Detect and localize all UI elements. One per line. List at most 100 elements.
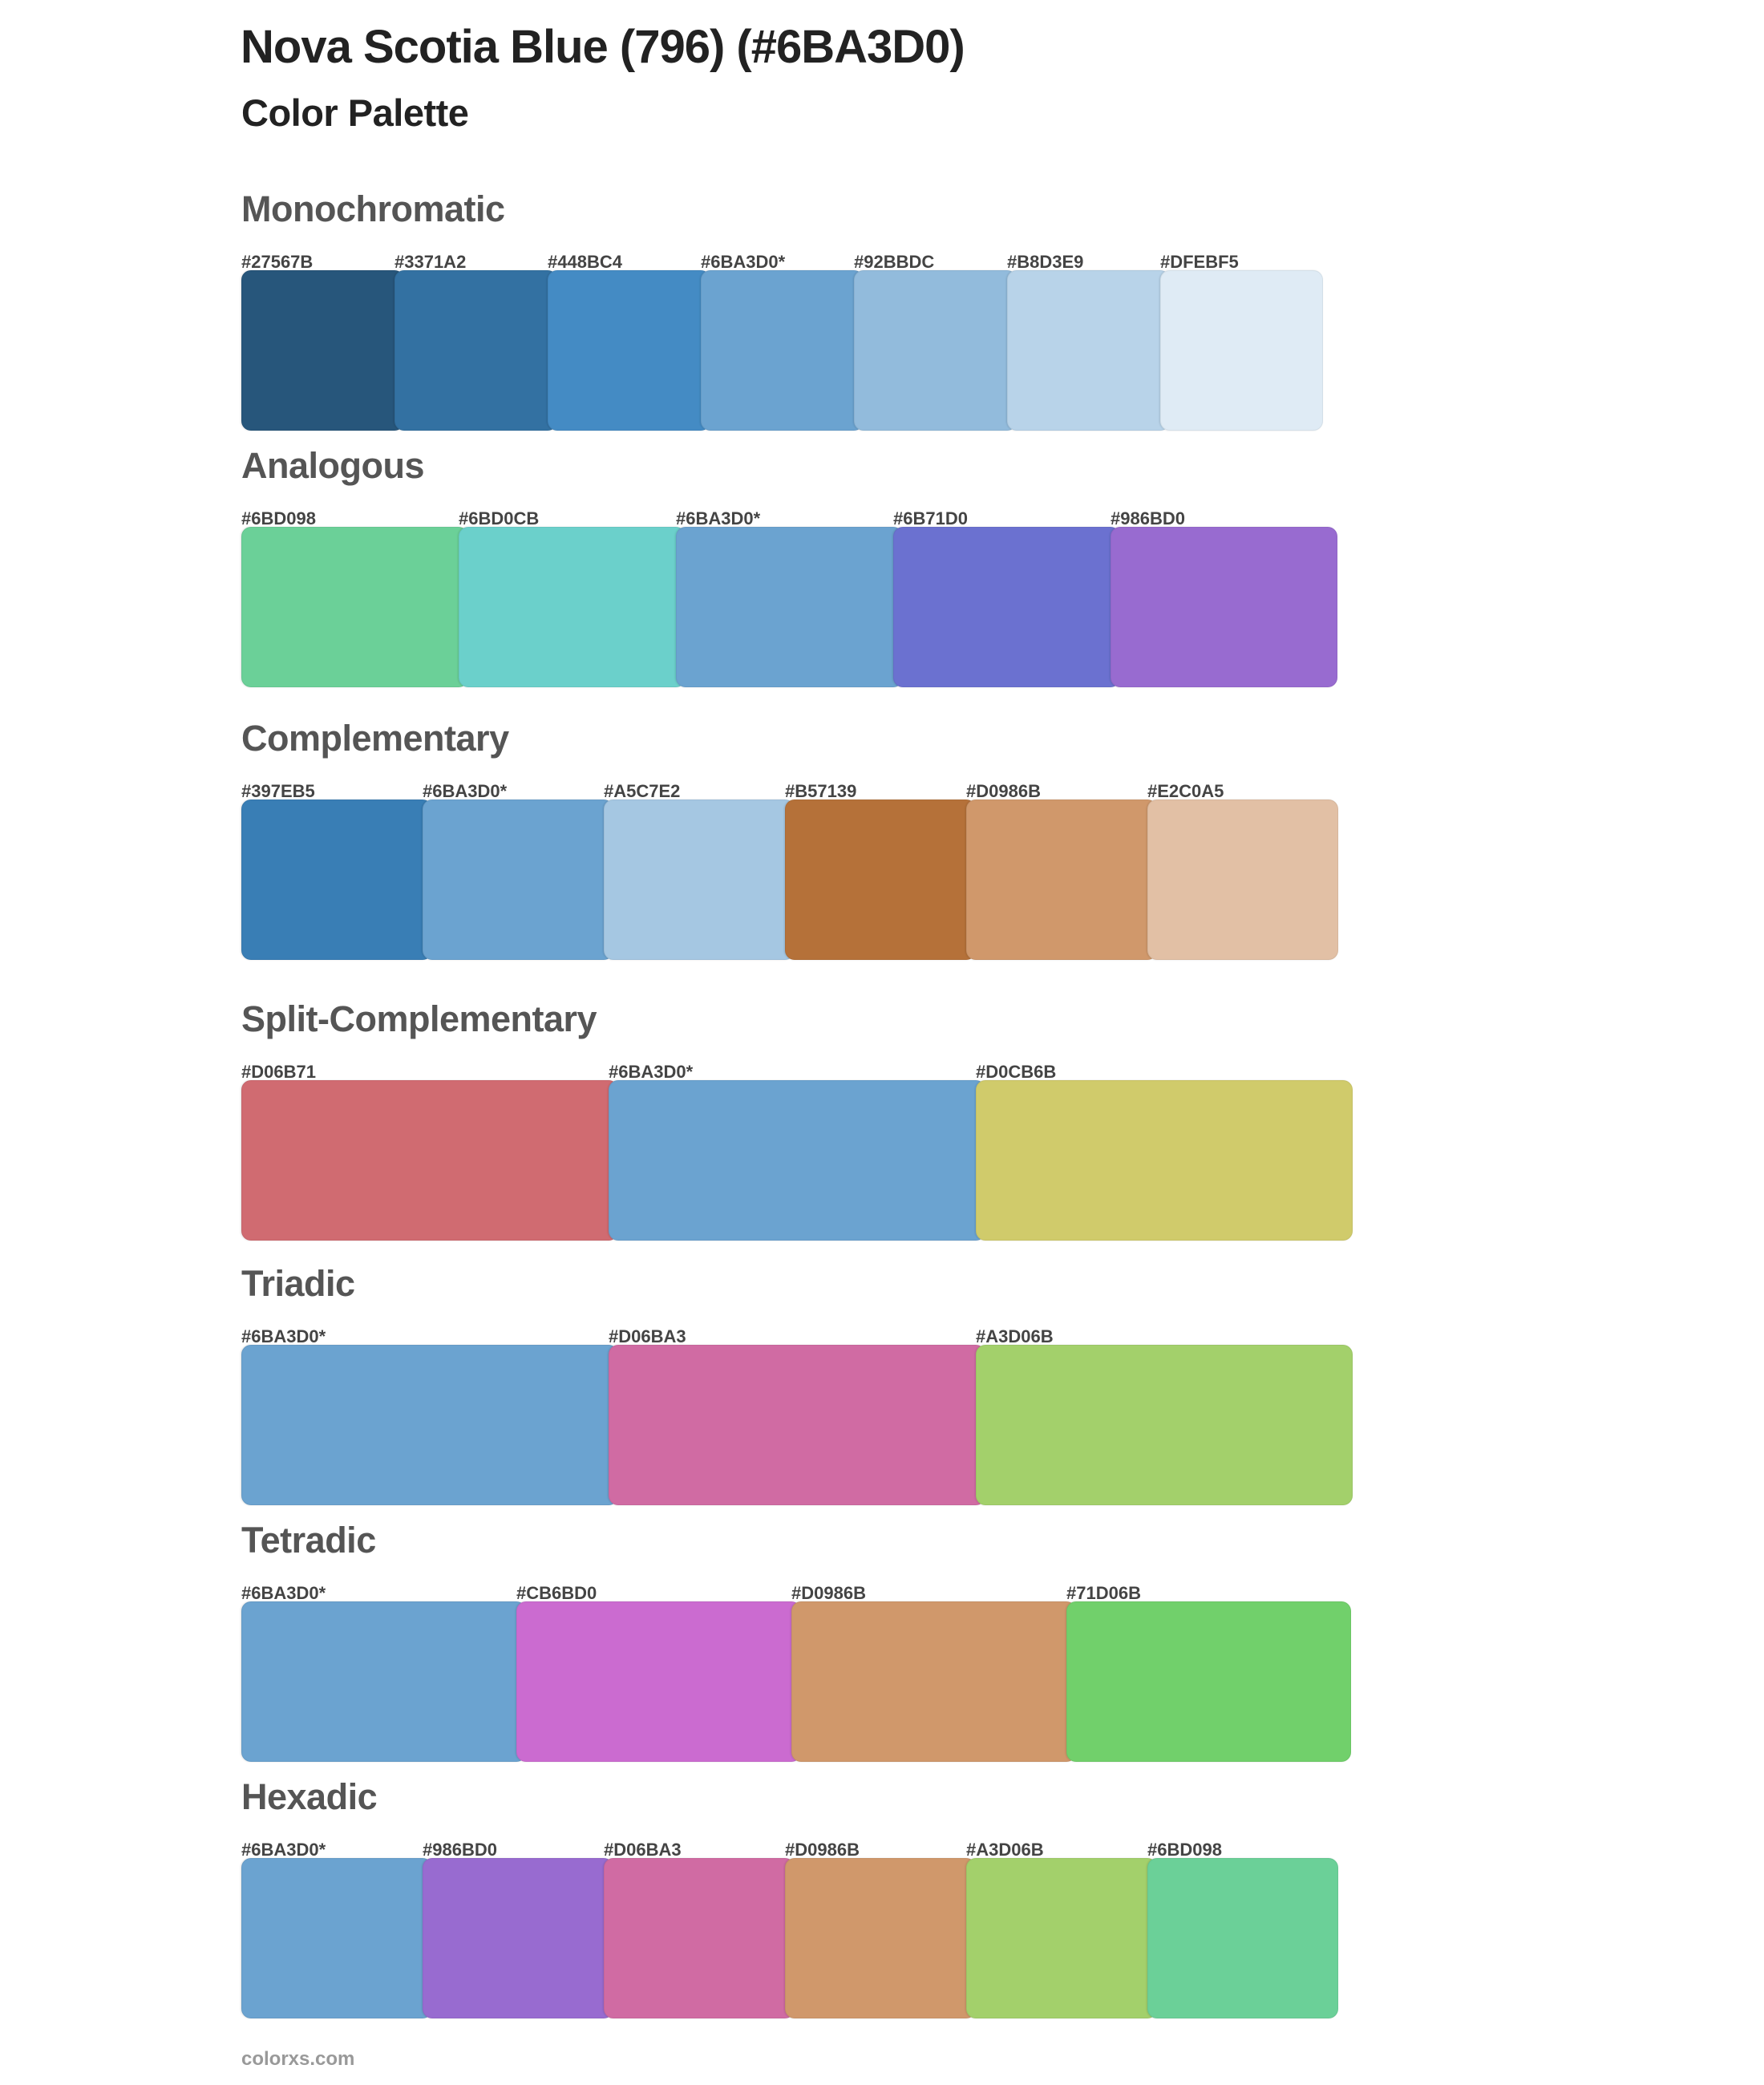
- color-swatch[interactable]: [241, 1080, 618, 1241]
- hex-label: #6BA3D0*: [241, 1583, 326, 1603]
- color-swatch[interactable]: [459, 527, 686, 687]
- color-swatch[interactable]: [548, 270, 710, 431]
- color-swatch-item[interactable]: #397EB5: [241, 781, 432, 960]
- hex-label: #986BD0: [423, 1840, 497, 1860]
- swatch-row: #27567B #3371A2 #448BC4 #6BA3D0* #92BBDC #B8D…: [241, 252, 1323, 431]
- color-swatch-item[interactable]: #A3D06B: [966, 1841, 1157, 2018]
- section-heading: Hexadic: [241, 1776, 378, 1817]
- hex-label: #6BA3D0*: [701, 252, 786, 272]
- color-swatch[interactable]: [241, 270, 404, 431]
- section-heading: Triadic: [241, 1263, 355, 1304]
- hex-label: #B57139: [785, 781, 857, 801]
- color-swatch[interactable]: [1007, 270, 1170, 431]
- color-swatch-item[interactable]: #448BC4: [548, 252, 710, 431]
- color-swatch[interactable]: [976, 1345, 1353, 1505]
- page-subtitle: Color Palette: [241, 91, 469, 134]
- color-swatch[interactable]: [1160, 270, 1323, 431]
- section-heading: Complementary: [241, 718, 509, 759]
- color-swatch-item[interactable]: #6BD0CB: [459, 510, 686, 687]
- color-swatch[interactable]: [241, 1601, 526, 1762]
- color-swatch-item[interactable]: #6BA3D0*: [676, 508, 903, 687]
- hex-label: #A3D06B: [976, 1326, 1054, 1346]
- hex-label: #27567B: [241, 252, 314, 272]
- hex-label: #D0CB6B: [976, 1062, 1057, 1082]
- hex-label: #397EB5: [241, 781, 315, 801]
- color-swatch-item[interactable]: #B57139: [785, 781, 976, 960]
- color-swatch-item[interactable]: #3371A2: [394, 253, 557, 431]
- color-swatch[interactable]: [1147, 800, 1338, 960]
- color-swatch[interactable]: [966, 1858, 1157, 2018]
- color-swatch-item[interactable]: #D0CB6B: [976, 1062, 1353, 1241]
- color-swatch[interactable]: [791, 1601, 1076, 1762]
- color-swatch-item[interactable]: #CB6BD0: [516, 1583, 801, 1762]
- color-swatch-item[interactable]: #6BD098: [241, 508, 468, 687]
- color-swatch[interactable]: [423, 1858, 613, 2018]
- color-swatch[interactable]: [785, 1858, 976, 2018]
- hex-label: #6BD098: [241, 508, 316, 528]
- footer-brand-link[interactable]: colorxs.com: [241, 2048, 355, 2070]
- color-swatch[interactable]: [241, 1345, 618, 1505]
- hex-label: #D06BA3: [609, 1326, 686, 1346]
- hex-label: #6BA3D0*: [676, 508, 761, 528]
- color-swatch[interactable]: [241, 800, 432, 960]
- color-swatch-item[interactable]: #D0986B: [791, 1585, 1076, 1762]
- color-swatch-item[interactable]: #D06B71: [241, 1062, 618, 1241]
- color-swatch[interactable]: [609, 1080, 985, 1241]
- color-swatch[interactable]: [966, 800, 1157, 960]
- page-title: Nova Scotia Blue (796) (#6BA3D0): [241, 21, 965, 73]
- hex-label: #92BBDC: [854, 252, 935, 272]
- color-swatch[interactable]: [604, 800, 795, 960]
- hex-label: #B8D3E9: [1007, 252, 1084, 272]
- color-swatch-item[interactable]: #6BA3D0*: [241, 1583, 526, 1762]
- color-swatch[interactable]: [241, 1858, 432, 2018]
- color-swatch-item[interactable]: #6BA3D0*: [701, 252, 864, 431]
- color-swatch-item[interactable]: #6BA3D0*: [423, 781, 613, 960]
- color-swatch-item[interactable]: #D06BA3: [604, 1841, 795, 2018]
- color-swatch[interactable]: [976, 1080, 1353, 1241]
- color-swatch-item[interactable]: #D06BA3: [609, 1326, 985, 1505]
- color-swatch[interactable]: [676, 527, 903, 687]
- color-swatch[interactable]: [1111, 527, 1337, 687]
- color-swatch-item[interactable]: #6BA3D0*: [241, 1326, 618, 1505]
- swatch-row: #397EB5 #6BA3D0* #A5C7E2 #B57139 #D0986B #E2C…: [241, 781, 1338, 960]
- color-swatch[interactable]: [1066, 1601, 1351, 1762]
- hex-label: #A5C7E2: [604, 781, 681, 801]
- hex-label: #D06BA3: [604, 1840, 682, 1860]
- hex-label: #448BC4: [548, 252, 622, 272]
- color-swatch-item[interactable]: #DFEBF5: [1160, 253, 1323, 431]
- color-swatch[interactable]: [701, 270, 864, 431]
- color-swatch[interactable]: [1147, 1858, 1338, 2018]
- color-swatch[interactable]: [423, 800, 613, 960]
- color-swatch-item[interactable]: #27567B: [241, 252, 404, 431]
- color-swatch[interactable]: [609, 1345, 985, 1505]
- color-swatch[interactable]: [604, 1858, 795, 2018]
- swatch-row: #6BA3D0* #986BD0 #D06BA3 #D0986B #A3D06B #6BD…: [241, 1841, 1338, 2018]
- color-swatch[interactable]: [854, 270, 1017, 431]
- color-swatch-item[interactable]: #D0986B: [785, 1841, 976, 2018]
- color-swatch-item[interactable]: #71D06B: [1066, 1585, 1351, 1762]
- color-swatch-item[interactable]: #986BD0: [423, 1841, 613, 2018]
- color-swatch-item[interactable]: #A5C7E2: [604, 781, 795, 960]
- color-swatch[interactable]: [893, 527, 1120, 687]
- color-swatch-item[interactable]: #92BBDC: [854, 252, 1017, 431]
- hex-label: #6BA3D0*: [241, 1326, 326, 1346]
- color-swatch-item[interactable]: #986BD0: [1111, 510, 1337, 687]
- color-swatch[interactable]: [516, 1601, 801, 1762]
- color-swatch-item[interactable]: #6BD098: [1147, 1841, 1338, 2018]
- color-swatch-item[interactable]: #6BA3D0*: [241, 1841, 432, 2018]
- hex-label: #D06B71: [241, 1062, 316, 1082]
- color-swatch-item[interactable]: #B8D3E9: [1007, 252, 1170, 431]
- hex-label: #6BA3D0*: [423, 781, 508, 801]
- hex-label: #D0986B: [785, 1840, 860, 1860]
- color-swatch[interactable]: [241, 527, 468, 687]
- color-swatch[interactable]: [394, 270, 557, 431]
- color-swatch-item[interactable]: #6B71D0: [893, 510, 1120, 687]
- hex-label: #D0986B: [966, 781, 1041, 801]
- color-swatch-item[interactable]: #A3D06B: [976, 1326, 1353, 1505]
- hex-label: #CB6BD0: [516, 1583, 597, 1603]
- color-swatch-item[interactable]: #D0986B: [966, 781, 1157, 960]
- color-swatch-item[interactable]: #E2C0A5: [1147, 783, 1338, 960]
- color-swatch-item[interactable]: #6BA3D0*: [609, 1063, 985, 1241]
- color-swatch[interactable]: [785, 800, 976, 960]
- section-heading: Monochromatic: [241, 188, 505, 229]
